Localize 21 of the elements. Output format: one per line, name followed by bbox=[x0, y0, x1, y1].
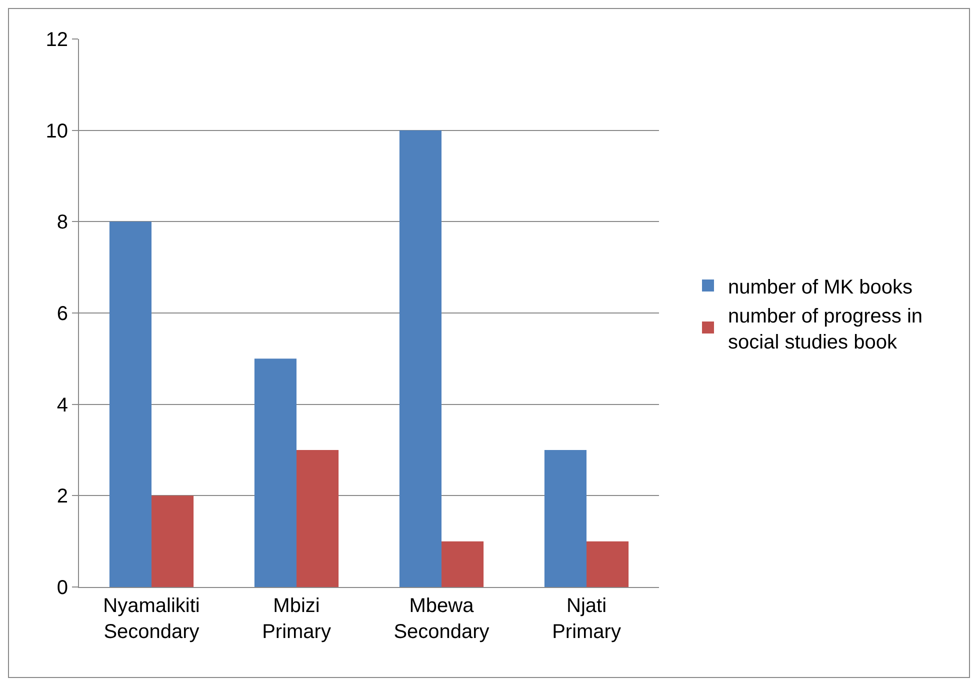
x-tick-label: Nyamalikiti Secondary bbox=[103, 595, 200, 643]
x-tick-label: Njati Primary bbox=[552, 595, 621, 643]
y-tick-label: 8 bbox=[56, 212, 68, 234]
bar bbox=[586, 541, 629, 587]
y-tick-label: 4 bbox=[56, 394, 68, 416]
y-tick-label: 12 bbox=[46, 29, 68, 51]
x-tick-label: Mbizi Primary bbox=[262, 595, 331, 643]
bar bbox=[399, 130, 442, 587]
legend-label: number of MK books bbox=[728, 276, 913, 298]
x-tick-label: Mbewa Secondary bbox=[394, 595, 490, 643]
y-tick-label: 0 bbox=[56, 577, 68, 599]
y-tick-label: 2 bbox=[56, 486, 68, 508]
bar bbox=[152, 496, 194, 587]
bar bbox=[254, 358, 296, 587]
bar bbox=[544, 450, 586, 587]
bar bbox=[109, 222, 152, 587]
legend-label: number of progress in social studies book bbox=[728, 305, 923, 354]
y-tick-label: 10 bbox=[46, 120, 68, 142]
bar bbox=[296, 450, 339, 587]
bar bbox=[442, 541, 484, 587]
y-tick-label: 6 bbox=[56, 303, 68, 325]
